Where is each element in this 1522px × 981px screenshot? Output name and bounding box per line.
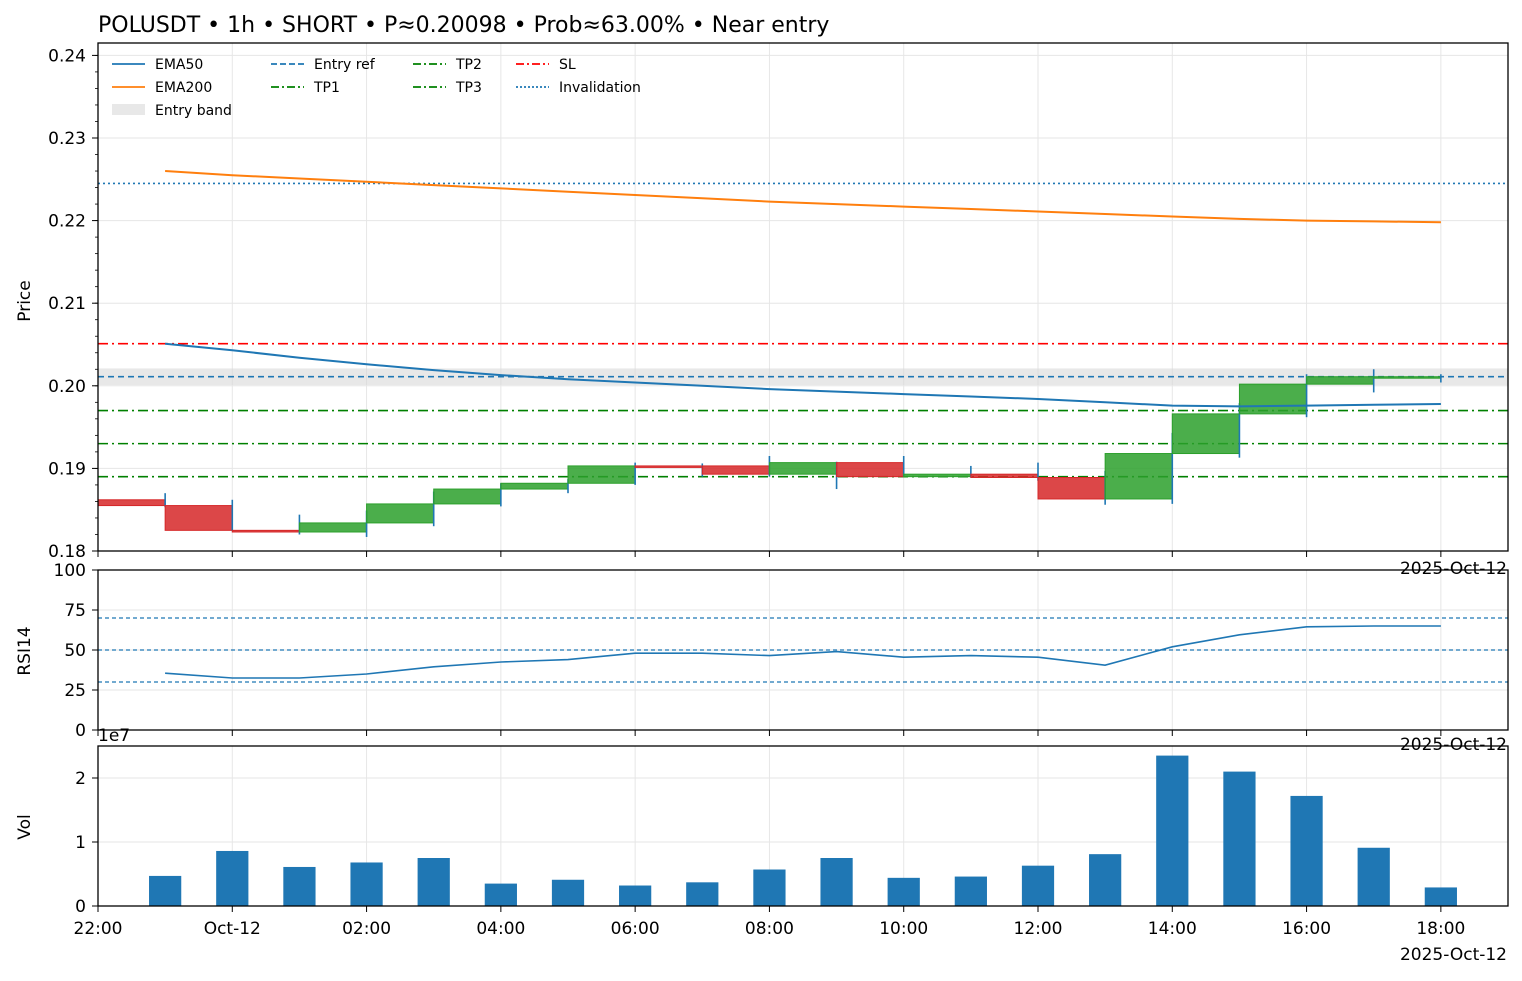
legend-label-tp3: TP3: [455, 80, 482, 96]
volume-bar: [1089, 854, 1122, 906]
volume-axis-label: Vol: [15, 814, 35, 839]
candle-body-up: [433, 488, 502, 505]
x-tick-label: 08:00: [745, 919, 794, 939]
candle-body-up: [1104, 453, 1173, 500]
rsi-line: [165, 625, 1441, 679]
x-tick-label: 06:00: [611, 919, 660, 939]
legend-label-sl: SL: [559, 57, 576, 73]
legend-label-entry_band: Entry band: [155, 103, 232, 119]
rsi-y-tick-label: 25: [64, 681, 86, 701]
candle-body-down: [164, 505, 233, 531]
volume-bar: [619, 885, 652, 906]
candle-body-down: [701, 465, 770, 475]
legend-swatch-entry_band: [112, 104, 145, 115]
rsi-axis-label: RSI14: [15, 626, 35, 675]
volume-plot-frame: [97, 745, 1509, 907]
candle-body-up: [567, 465, 636, 484]
x-tick-label: 10:00: [879, 919, 928, 939]
price-y-tick-label: 0.19: [48, 459, 86, 479]
rsi-y-tick-label: 50: [64, 641, 86, 661]
x-tick-label: 14:00: [1148, 919, 1197, 939]
volume-bar: [1357, 847, 1390, 906]
price-plot-frame: [97, 42, 1509, 552]
x-tick-label: 02:00: [342, 919, 391, 939]
date-marker-rsi: 2025-Oct-12: [1400, 735, 1507, 755]
volume-bar: [417, 858, 450, 906]
volume-bar: [484, 883, 517, 906]
volume-bar: [1223, 771, 1256, 906]
volume-y-tick-label: 1: [75, 833, 86, 853]
legend-label-invalidation: Invalidation: [559, 80, 641, 96]
date-marker-volume: 2025-Oct-12: [1400, 945, 1507, 965]
legend-label-ema200: EMA200: [155, 80, 212, 96]
candle-body-up: [1306, 376, 1375, 385]
rsi-y-tick-label: 100: [54, 561, 86, 581]
x-tick-label: 22:00: [74, 919, 123, 939]
candle-body-up: [500, 482, 569, 490]
candle-body-up: [903, 473, 972, 478]
x-tick-label: Oct-12: [204, 919, 261, 939]
candle-body-up: [768, 462, 838, 475]
volume-bar: [1290, 795, 1323, 906]
volume-y-tick-label: 0: [75, 897, 86, 917]
x-tick-label: 16:00: [1282, 919, 1331, 939]
legend-label-tp2: TP2: [455, 57, 482, 73]
price-y-tick-label: 0.23: [48, 129, 86, 149]
price-panel: 0.180.190.200.210.220.230.24 EMA50EMA200E…: [48, 42, 1509, 562]
candle-body-down: [836, 462, 905, 478]
rsi-y-tick-label: 75: [64, 601, 86, 621]
date-marker-price: 2025-Oct-12: [1400, 559, 1507, 579]
legend-label-entry_ref: Entry ref: [314, 57, 376, 73]
x-tick-label: 04:00: [476, 919, 525, 939]
candle-body-down: [970, 473, 1039, 478]
ema50-line: [165, 342, 1441, 408]
price-axis-label: Price: [15, 280, 35, 321]
candle-body-down: [1037, 476, 1106, 500]
candle-body-down: [231, 529, 300, 533]
candle-body-up: [298, 522, 368, 533]
volume-bar: [686, 882, 719, 906]
volume-bar: [1424, 887, 1457, 906]
volume-bar: [887, 877, 920, 906]
volume-bar: [551, 879, 585, 906]
volume-scale-label: 1e7: [98, 726, 130, 746]
price-y-tick-label: 0.22: [48, 212, 86, 232]
candle-body-up: [366, 503, 435, 524]
volume-bar: [1156, 755, 1189, 906]
candle-body-down: [634, 465, 703, 468]
volume-bar: [350, 862, 383, 906]
price-legend: EMA50 EMA200 Entry band Entry ref TP1 TP2 TP3 S…: [112, 57, 641, 119]
rsi-y-tick-label: 0: [75, 721, 86, 741]
candle-body-up: [1171, 413, 1240, 455]
candle-body-down: [97, 499, 166, 507]
volume-bar: [820, 858, 853, 906]
legend-label-tp1: TP1: [313, 80, 340, 96]
ema200-line: [165, 170, 1441, 224]
price-y-tick-label: 0.20: [48, 377, 86, 397]
candle-body-up: [1373, 376, 1442, 379]
volume-bar: [283, 866, 316, 906]
volume-bar: [1021, 865, 1055, 906]
candle-body-up: [1238, 383, 1308, 415]
volume-bar: [753, 869, 786, 906]
volume-y-tick-label: 2: [75, 769, 86, 789]
volume-bar: [216, 850, 249, 906]
legend-label-ema50: EMA50: [155, 57, 203, 73]
price-y-tick-label: 0.21: [48, 294, 86, 314]
x-tick-label: 18:00: [1416, 919, 1465, 939]
volume-panel: 0 1 2 22:00 Oct-12 02:00 04:00 06:00 08:00 10:00 1…: [74, 745, 1509, 939]
price-y-tick-label: 0.24: [48, 46, 86, 66]
volume-bar: [149, 875, 182, 906]
rsi-plot-frame: [97, 569, 1509, 731]
chart-title: POLUSDT • 1h • SHORT • P≈0.20098 • Prob≈…: [98, 13, 829, 38]
x-tick-label: 12:00: [1014, 919, 1063, 939]
rsi-panel: 0 25 50 75 100: [54, 561, 1509, 741]
volume-bar: [954, 876, 987, 906]
price-y-tick-label: 0.18: [48, 542, 86, 562]
